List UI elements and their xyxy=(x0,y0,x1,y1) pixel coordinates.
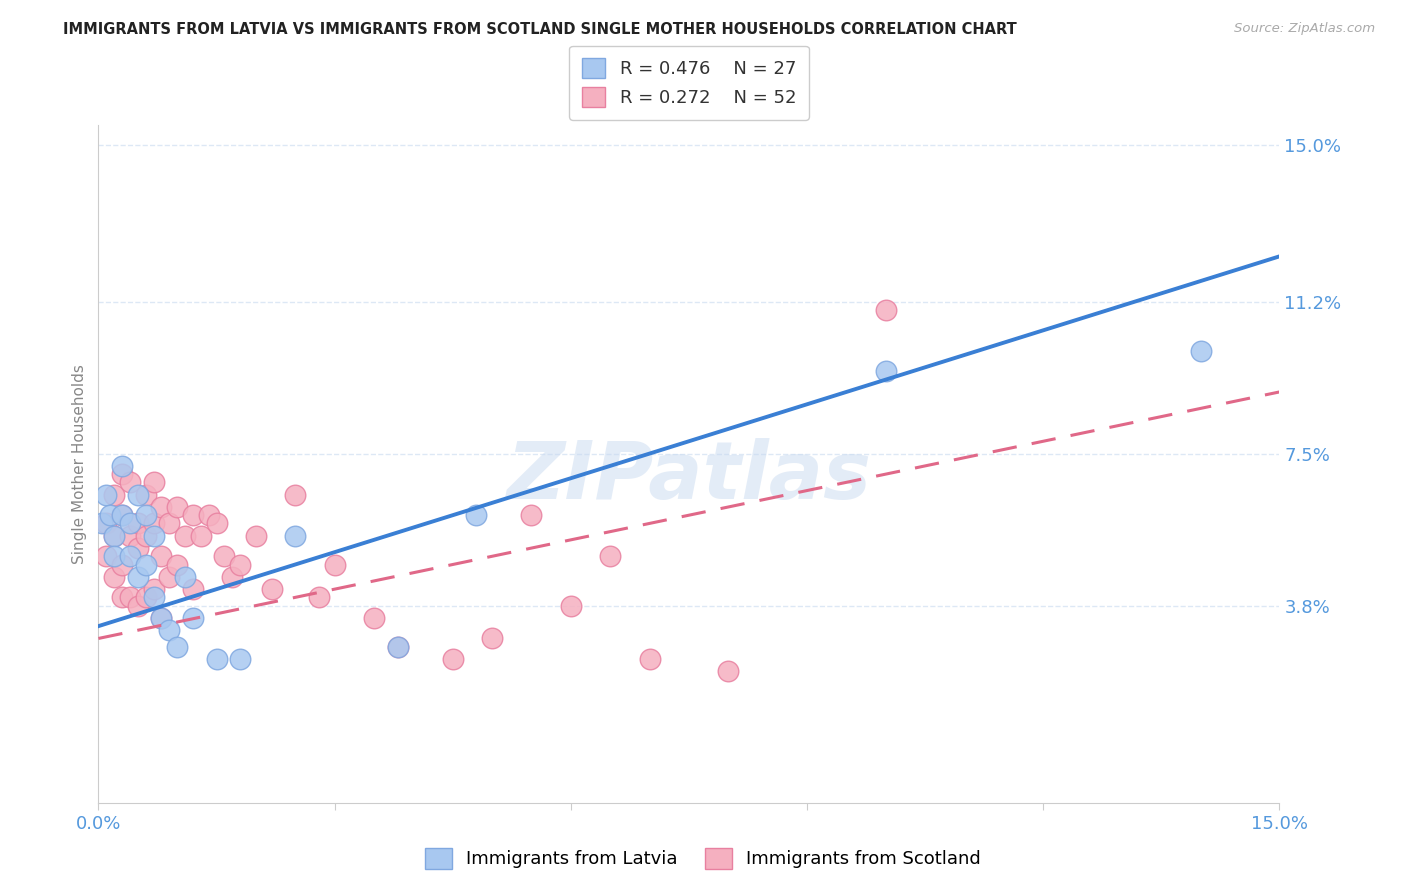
Point xyxy=(157,516,180,531)
Point xyxy=(205,652,228,666)
Point xyxy=(103,549,125,564)
Point xyxy=(96,488,118,502)
Point xyxy=(197,508,219,523)
Point xyxy=(142,582,165,596)
Point xyxy=(245,529,267,543)
Point xyxy=(96,516,118,531)
Point xyxy=(441,652,464,666)
Point xyxy=(221,570,243,584)
Point xyxy=(181,611,204,625)
Legend: R = 0.476    N = 27, R = 0.272    N = 52: R = 0.476 N = 27, R = 0.272 N = 52 xyxy=(569,45,808,120)
Point xyxy=(157,624,180,638)
Point xyxy=(127,541,149,555)
Point xyxy=(308,591,330,605)
Point xyxy=(1189,343,1212,358)
Point xyxy=(111,558,134,572)
Point xyxy=(387,640,409,654)
Point xyxy=(174,529,197,543)
Point xyxy=(150,500,173,514)
Point xyxy=(875,302,897,317)
Point xyxy=(111,458,134,473)
Point xyxy=(190,529,212,543)
Point xyxy=(166,558,188,572)
Point xyxy=(127,570,149,584)
Point xyxy=(135,591,157,605)
Point xyxy=(323,558,346,572)
Point xyxy=(229,652,252,666)
Point xyxy=(174,570,197,584)
Legend: Immigrants from Latvia, Immigrants from Scotland: Immigrants from Latvia, Immigrants from … xyxy=(418,840,988,876)
Point xyxy=(127,488,149,502)
Point xyxy=(599,549,621,564)
Point xyxy=(118,549,141,564)
Point xyxy=(166,500,188,514)
Point xyxy=(118,475,141,490)
Point xyxy=(520,508,543,523)
Text: IMMIGRANTS FROM LATVIA VS IMMIGRANTS FROM SCOTLAND SINGLE MOTHER HOUSEHOLDS CORR: IMMIGRANTS FROM LATVIA VS IMMIGRANTS FRO… xyxy=(63,22,1017,37)
Point xyxy=(150,611,173,625)
Point xyxy=(387,640,409,654)
Point xyxy=(103,529,125,543)
Point xyxy=(284,488,307,502)
Point xyxy=(481,632,503,646)
Point xyxy=(875,364,897,378)
Point xyxy=(229,558,252,572)
Point xyxy=(157,570,180,584)
Point xyxy=(181,582,204,596)
Point xyxy=(111,508,134,523)
Point xyxy=(135,558,157,572)
Point xyxy=(118,516,141,531)
Y-axis label: Single Mother Households: Single Mother Households xyxy=(72,364,87,564)
Point xyxy=(111,467,134,482)
Point xyxy=(465,508,488,523)
Point xyxy=(638,652,661,666)
Point xyxy=(150,549,173,564)
Point xyxy=(91,516,114,531)
Point xyxy=(181,508,204,523)
Point xyxy=(127,599,149,613)
Point xyxy=(135,529,157,543)
Point xyxy=(98,508,121,523)
Point xyxy=(142,475,165,490)
Point xyxy=(103,570,125,584)
Point xyxy=(135,488,157,502)
Point xyxy=(717,665,740,679)
Point xyxy=(142,516,165,531)
Point xyxy=(103,529,125,543)
Point xyxy=(142,529,165,543)
Point xyxy=(363,611,385,625)
Point xyxy=(214,549,236,564)
Point xyxy=(166,640,188,654)
Point xyxy=(260,582,283,596)
Text: Source: ZipAtlas.com: Source: ZipAtlas.com xyxy=(1234,22,1375,36)
Point xyxy=(135,508,157,523)
Point xyxy=(150,611,173,625)
Point xyxy=(127,516,149,531)
Point xyxy=(111,508,134,523)
Point xyxy=(560,599,582,613)
Point xyxy=(118,591,141,605)
Point xyxy=(103,488,125,502)
Point xyxy=(118,529,141,543)
Text: ZIPatlas: ZIPatlas xyxy=(506,438,872,516)
Point xyxy=(111,591,134,605)
Point xyxy=(284,529,307,543)
Point xyxy=(205,516,228,531)
Point xyxy=(142,591,165,605)
Point xyxy=(96,549,118,564)
